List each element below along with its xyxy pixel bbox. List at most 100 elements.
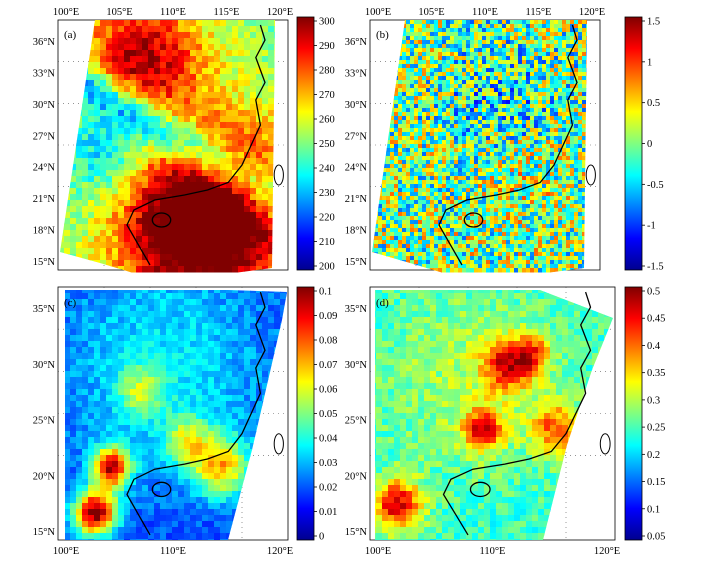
colorbar-d: 0.5 0.45 0.4 0.35 0.3 0.25 0.2 0.15 0.1 0.05 [624, 286, 665, 543]
colorbar-b-ticks: 1.5 1 0.5 0 -0.5 -1 -1.5 [642, 17, 664, 273]
lat-tick-label: 27°N [33, 131, 56, 142]
colorbar-tick-label: 290 [319, 41, 335, 52]
colorbar-tick-label: 0.45 [647, 314, 665, 325]
colorbar-tick-label: 0.05 [319, 409, 337, 420]
lat-tick-label: 25°N [33, 416, 56, 427]
lon-tick-label: 110°E [160, 546, 186, 557]
lon-tick-label: 120°E [267, 546, 293, 557]
lat-tick-label: 18°N [345, 226, 368, 237]
lon-tick-label: 120°E [594, 546, 620, 557]
colorbar-b: 1.5 1 0.5 0 -0.5 -1 -1.5 [624, 16, 664, 273]
lon-tick-label: 115°E [214, 7, 240, 18]
colorbar-tick-label: 1 [647, 57, 652, 68]
colorbar-tick-label: 0.1 [647, 504, 660, 515]
colorbar-a: 300 290 280 270 260 250 240 230 220 210 200 [296, 16, 335, 273]
colorbar-tick-label: -1 [647, 221, 656, 232]
colorbar-tick-label: 0.04 [319, 434, 338, 445]
colorbar-tick-label: 1.5 [647, 17, 660, 28]
colorbar-tick-label: 0.5 [647, 287, 660, 298]
lon-tick-label: 110°E [160, 7, 186, 18]
colorbar-tick-label: 0.15 [647, 477, 665, 488]
colorbar-c-ticks: 0.1 0.09 0.08 0.07 0.06 0.05 0.04 0.03 0.02 0.01 0 [314, 287, 338, 543]
lat-tick-label: 30°N [345, 100, 368, 111]
panel-a-label: (a) [64, 29, 77, 41]
colorbar-a-scale [296, 16, 315, 271]
panel-a-axis-ticks: 100°E 105°E 110°E 115°E 120°E 36°N 33°N 30°N 27°… [33, 7, 293, 268]
lon-tick-label: 110°E [480, 546, 506, 557]
lat-tick-label: 30°N [345, 360, 368, 371]
colorbar-tick-label: 0.07 [319, 360, 337, 371]
colorbar-tick-label: 0.06 [319, 385, 337, 396]
colorbar-c: 0.1 0.09 0.08 0.07 0.06 0.05 0.04 0.03 0.02 0.01 0 [296, 286, 338, 543]
colorbar-tick-label: 0.5 [647, 98, 660, 109]
lat-tick-label: 24°N [345, 163, 368, 174]
colorbar-tick-label: 250 [319, 139, 335, 150]
colorbar-b-scale [624, 16, 643, 271]
colorbar-tick-label: 280 [319, 66, 335, 77]
colorbar-c-scale [296, 286, 315, 541]
colorbar-tick-label: -0.5 [647, 180, 664, 191]
panel-a-field [60, 20, 275, 273]
colorbar-tick-label: 210 [319, 237, 335, 248]
lat-tick-label: 15°N [33, 527, 56, 538]
colorbar-d-ticks: 0.5 0.45 0.4 0.35 0.3 0.25 0.2 0.15 0.1 0.05 [642, 287, 665, 543]
panel-b: (b) 100°E 105°E 110°E 115°E 120°E 36°N 33°N 30°… [345, 7, 605, 273]
lat-tick-label: 30°N [33, 100, 56, 111]
lat-tick-label: 35°N [345, 304, 368, 315]
colorbar-tick-label: -1.5 [647, 262, 664, 273]
colorbar-tick-label: 0 [647, 139, 652, 150]
colorbar-tick-label: 270 [319, 90, 335, 101]
panel-b-axis-ticks: 100°E 105°E 110°E 115°E 120°E 36°N 33°N 30°N 27°… [345, 7, 605, 268]
lon-tick-label: 115°E [526, 7, 552, 18]
panel-b-coastline [438, 24, 596, 266]
panel-c-field [65, 290, 287, 540]
panel-a-coastline [126, 24, 284, 266]
colorbar-tick-label: 0.01 [319, 507, 337, 518]
panel-d: (d) 100°E 110°E 120°E 35°N 30°N 25°N 20°N 15°N [345, 286, 620, 557]
colorbar-tick-label: 200 [319, 262, 335, 273]
lat-tick-label: 21°N [33, 194, 56, 205]
lat-tick-label: 20°N [33, 471, 56, 482]
lon-tick-label: 105°E [418, 7, 444, 18]
panel-b-label: (b) [376, 29, 389, 41]
colorbar-tick-label: 0.4 [647, 341, 661, 352]
colorbar-tick-label: 0.02 [319, 483, 337, 494]
colorbar-tick-label: 300 [319, 17, 335, 28]
lat-tick-label: 24°N [33, 163, 56, 174]
lat-tick-label: 33°N [345, 68, 368, 79]
colorbar-tick-label: 0.1 [319, 287, 332, 298]
colorbar-tick-label: 0.25 [647, 423, 665, 434]
lon-tick-label: 100°E [365, 546, 391, 557]
lat-tick-label: 35°N [33, 304, 56, 315]
lat-tick-label: 27°N [345, 131, 368, 142]
colorbar-a-ticks: 300 290 280 270 260 250 240 230 220 210 200 [314, 17, 335, 273]
lon-tick-label: 100°E [53, 546, 79, 557]
lat-tick-label: 18°N [33, 226, 56, 237]
panel-a: (a) 100°E 105°E 110°E 115°E 120°E 36°N 33°N 30°… [33, 7, 293, 273]
colorbar-tick-label: 0.3 [647, 395, 660, 406]
colorbar-tick-label: 240 [319, 164, 335, 175]
panel-d-label: (d) [376, 297, 389, 309]
colorbar-tick-label: 0.35 [647, 368, 665, 379]
lat-tick-label: 33°N [33, 68, 56, 79]
lat-tick-label: 36°N [345, 37, 368, 48]
lat-tick-label: 15°N [33, 257, 56, 268]
lat-tick-label: 20°N [345, 471, 368, 482]
colorbar-tick-label: 0.08 [319, 336, 337, 347]
colorbar-tick-label: 0.03 [319, 458, 337, 469]
panel-d-coastline [442, 291, 611, 536]
lon-tick-label: 105°E [106, 7, 132, 18]
lat-tick-label: 25°N [345, 416, 368, 427]
lon-tick-label: 120°E [267, 7, 293, 18]
lat-tick-label: 15°N [345, 527, 368, 538]
colorbar-tick-label: 220 [319, 213, 335, 224]
colorbar-tick-label: 230 [319, 188, 335, 199]
panel-c-label: (c) [64, 297, 77, 309]
colorbar-tick-label: 0.09 [319, 311, 337, 322]
panel-c-axis-ticks: 100°E 110°E 120°E 35°N 30°N 25°N 20°N 15°N [33, 304, 293, 557]
lat-tick-label: 36°N [33, 37, 56, 48]
lon-tick-label: 100°E [53, 7, 79, 18]
colorbar-tick-label: 0.2 [647, 450, 660, 461]
colorbar-d-scale [624, 286, 643, 541]
